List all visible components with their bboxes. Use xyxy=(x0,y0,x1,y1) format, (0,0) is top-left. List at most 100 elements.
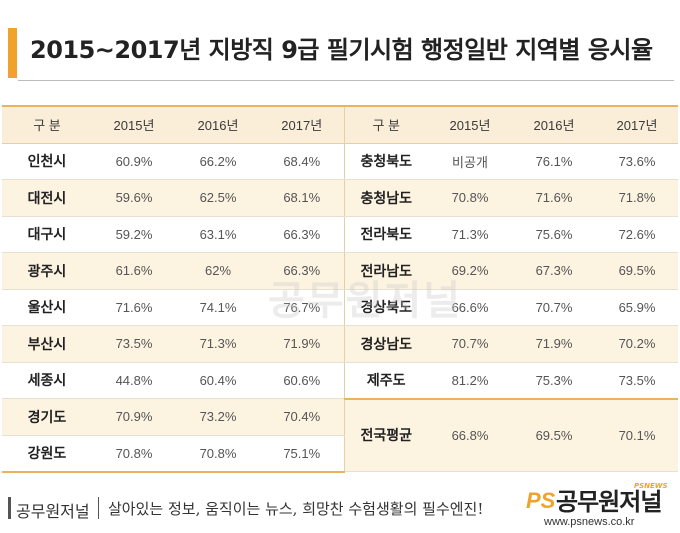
rate-2016: 73.2% xyxy=(176,398,260,436)
region-name: 강원도 xyxy=(2,435,92,473)
rate-2016: 75.6% xyxy=(512,216,596,253)
rate-2017: 75.1% xyxy=(260,435,344,473)
logo-ps-mark: PS xyxy=(526,488,556,513)
rate-2015: 73.5% xyxy=(92,325,176,363)
national-average-2016: 69.5% xyxy=(512,397,596,472)
page-title: 2015~2017년 지방직 9급 필기시험 행정일반 지역별 응시율 xyxy=(30,36,653,64)
rate-2016: 60.4% xyxy=(176,362,260,399)
rate-2016: 71.9% xyxy=(512,325,596,363)
footer-brand: 공무원저널 xyxy=(16,502,90,521)
rate-2017: 73.5% xyxy=(596,362,678,399)
rate-2015: 70.8% xyxy=(92,435,176,473)
table-row: 경기도 70.9% 73.2% 70.4% 전국평균 66.8% 69.5% 7… xyxy=(2,397,678,472)
rate-2017: 71.8% xyxy=(596,179,678,217)
region-name: 전라남도 xyxy=(343,252,428,290)
rate-2017: 65.9% xyxy=(596,289,678,326)
rate-2016: 66.2% xyxy=(176,143,260,180)
rate-2017: 70.2% xyxy=(596,325,678,363)
footer-slogan: 살아있는 정보, 움직이는 뉴스, 희망찬 수험생활의 필수엔진! xyxy=(108,500,484,518)
table-row: 대구시 59.2% 63.1% 66.3% 전라북도 71.3% 75.6% 7… xyxy=(2,216,678,253)
footer-divider-mid xyxy=(98,497,99,519)
region-name: 경기도 xyxy=(2,398,92,436)
rate-2017: 69.5% xyxy=(596,252,678,290)
table-row: 강원도 70.8% 70.8% 75.1% xyxy=(2,435,678,473)
rate-2017: 66.3% xyxy=(260,216,344,253)
rate-2016: 67.3% xyxy=(512,252,596,290)
rate-2016: 63.1% xyxy=(176,216,260,253)
region-name: 제주도 xyxy=(343,362,428,399)
region-name: 울산시 xyxy=(2,289,92,326)
rate-2015: 70.7% xyxy=(428,325,512,363)
rate-2017: 72.6% xyxy=(596,216,678,253)
header-2015-right: 2015년 xyxy=(428,105,512,144)
table-header-row: 구 분 2015년 2016년 2017년 구 분 2015년 2016년 20… xyxy=(2,105,678,144)
title-accent-bar xyxy=(8,28,17,78)
header-2016-left: 2016년 xyxy=(176,105,260,144)
region-name: 경상남도 xyxy=(343,325,428,363)
rate-2016: 62.5% xyxy=(176,179,260,217)
region-name: 충청북도 xyxy=(343,143,428,180)
rate-2015: 44.8% xyxy=(92,362,176,399)
rate-2016: 70.8% xyxy=(176,435,260,473)
header-category-right: 구 분 xyxy=(343,105,428,144)
rate-2015: 60.9% xyxy=(92,143,176,180)
region-name: 부산시 xyxy=(2,325,92,363)
footer-divider-left xyxy=(8,497,11,519)
rate-2017: 60.6% xyxy=(260,362,344,399)
region-name: 전라북도 xyxy=(343,216,428,253)
rate-2015: 70.9% xyxy=(92,398,176,436)
region-name: 대전시 xyxy=(2,179,92,217)
national-average-2017: 70.1% xyxy=(596,397,678,472)
table-row: 대전시 59.6% 62.5% 68.1% 충청남도 70.8% 71.6% 7… xyxy=(2,179,678,217)
national-average-label: 전국평균 xyxy=(343,397,428,472)
region-name: 경상북도 xyxy=(343,289,428,326)
psnews-logo: PS 공무원저널 PSNEWS www.psnews.co.kr xyxy=(526,482,676,530)
rate-2015: 비공개 xyxy=(428,143,512,180)
rate-2015: 69.2% xyxy=(428,252,512,290)
rate-2017: 71.9% xyxy=(260,325,344,363)
table-row: 울산시 71.6% 74.1% 76.7% 경상북도 66.6% 70.7% 6… xyxy=(2,289,678,326)
rate-2017: 68.4% xyxy=(260,143,344,180)
rate-2016: 76.1% xyxy=(512,143,596,180)
table-row: 광주시 61.6% 62% 66.3% 전라남도 69.2% 67.3% 69.… xyxy=(2,252,678,290)
table-row: 부산시 73.5% 71.3% 71.9% 경상남도 70.7% 71.9% 7… xyxy=(2,325,678,363)
rate-2015: 61.6% xyxy=(92,252,176,290)
rate-2015: 71.6% xyxy=(92,289,176,326)
header-2016-right: 2016년 xyxy=(512,105,596,144)
header-2015-left: 2015년 xyxy=(92,105,176,144)
table-row: 인천시 60.9% 66.2% 68.4% 충청북도 비공개 76.1% 73.… xyxy=(2,143,678,180)
header-2017-right: 2017년 xyxy=(596,105,678,144)
rate-2015: 71.3% xyxy=(428,216,512,253)
region-name: 광주시 xyxy=(2,252,92,290)
participation-rate-table: 구 분 2015년 2016년 2017년 구 분 2015년 2016년 20… xyxy=(2,105,678,473)
rate-2015: 66.6% xyxy=(428,289,512,326)
rate-2016: 75.3% xyxy=(512,362,596,399)
rate-2015: 59.2% xyxy=(92,216,176,253)
header-category-left: 구 분 xyxy=(2,105,92,144)
region-name: 세종시 xyxy=(2,362,92,399)
national-average-2015: 66.8% xyxy=(428,397,512,472)
region-name: 대구시 xyxy=(2,216,92,253)
logo-url: www.psnews.co.kr xyxy=(544,516,635,528)
rate-2016: 71.6% xyxy=(512,179,596,217)
rate-2017: 76.7% xyxy=(260,289,344,326)
rate-2017: 70.4% xyxy=(260,398,344,436)
logo-name: 공무원저널 xyxy=(556,488,662,516)
region-name: 충청남도 xyxy=(343,179,428,217)
rate-2015: 70.8% xyxy=(428,179,512,217)
title-divider xyxy=(18,80,674,81)
rate-2017: 66.3% xyxy=(260,252,344,290)
logo-tag: PSNEWS xyxy=(634,482,668,490)
rate-2017: 68.1% xyxy=(260,179,344,217)
region-name: 인천시 xyxy=(2,143,92,180)
rate-2015: 59.6% xyxy=(92,179,176,217)
rate-2016: 62% xyxy=(176,252,260,290)
rate-2017: 73.6% xyxy=(596,143,678,180)
title-section: 2015~2017년 지방직 9급 필기시험 행정일반 지역별 응시율 xyxy=(0,0,680,82)
rate-2016: 74.1% xyxy=(176,289,260,326)
rate-2015: 81.2% xyxy=(428,362,512,399)
header-2017-left: 2017년 xyxy=(260,105,344,144)
rate-2016: 71.3% xyxy=(176,325,260,363)
table-row: 세종시 44.8% 60.4% 60.6% 제주도 81.2% 75.3% 73… xyxy=(2,362,678,399)
rate-2016: 70.7% xyxy=(512,289,596,326)
